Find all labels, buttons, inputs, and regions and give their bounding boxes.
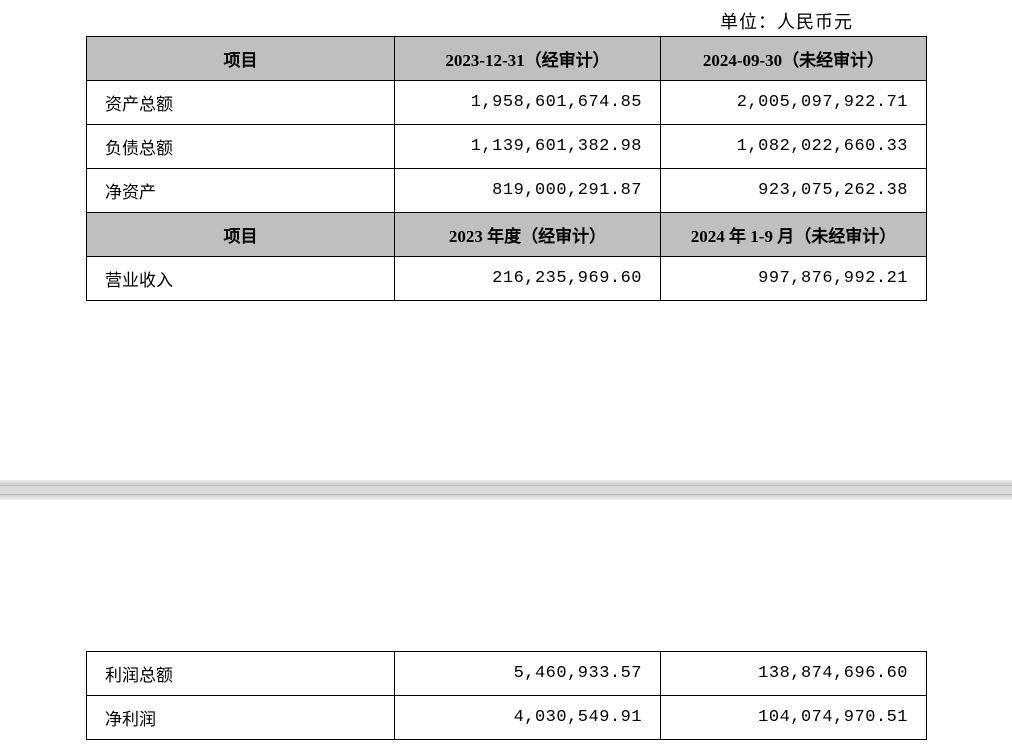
col-header-item: 项目 [87,37,395,81]
row-value: 1,958,601,674.85 [395,81,661,125]
col-header-period1: 2023 年度（经审计） [395,213,661,257]
page-break-shadow [0,494,1012,500]
row-label: 负债总额 [87,125,395,169]
row-label: 资产总额 [87,81,395,125]
financial-table-upper: 项目 2023-12-31（经审计） 2024-09-30（未经审计） 资产总额… [86,36,926,301]
row-label: 净利润 [87,696,395,740]
col-header-period1: 2023-12-31（经审计） [395,37,661,81]
table-header-row: 项目 2023-12-31（经审计） 2024-09-30（未经审计） [87,37,927,81]
row-value: 2,005,097,922.71 [661,81,927,125]
row-value: 104,074,970.51 [661,696,927,740]
row-label: 净资产 [87,169,395,213]
table-row: 负债总额 1,139,601,382.98 1,082,022,660.33 [87,125,927,169]
row-value: 1,082,022,660.33 [661,125,927,169]
row-value: 923,075,262.38 [661,169,927,213]
row-value: 997,876,992.21 [661,257,927,301]
income-table: 利润总额 5,460,933.57 138,874,696.60 净利润 4,0… [86,651,927,740]
col-header-period2: 2024-09-30（未经审计） [661,37,927,81]
page-break-divider [0,480,1012,500]
page-break-gap [0,486,1012,494]
col-header-item: 项目 [87,213,395,257]
unit-label: 单位：人民币元 [720,8,853,34]
table-row: 资产总额 1,958,601,674.85 2,005,097,922.71 [87,81,927,125]
row-label: 利润总额 [87,652,395,696]
table-row: 净利润 4,030,549.91 104,074,970.51 [87,696,927,740]
row-value: 4,030,549.91 [395,696,661,740]
row-value: 216,235,969.60 [395,257,661,301]
row-label: 营业收入 [87,257,395,301]
table-row: 利润总额 5,460,933.57 138,874,696.60 [87,652,927,696]
table-row: 净资产 819,000,291.87 923,075,262.38 [87,169,927,213]
table-header-row: 项目 2023 年度（经审计） 2024 年 1-9 月（未经审计） [87,213,927,257]
col-header-period2: 2024 年 1-9 月（未经审计） [661,213,927,257]
table-row: 营业收入 216,235,969.60 997,876,992.21 [87,257,927,301]
row-value: 1,139,601,382.98 [395,125,661,169]
row-value: 5,460,933.57 [395,652,661,696]
row-value: 138,874,696.60 [661,652,927,696]
financial-table-lower: 利润总额 5,460,933.57 138,874,696.60 净利润 4,0… [86,651,926,740]
row-value: 819,000,291.87 [395,169,661,213]
balance-sheet-table: 项目 2023-12-31（经审计） 2024-09-30（未经审计） 资产总额… [86,36,927,301]
